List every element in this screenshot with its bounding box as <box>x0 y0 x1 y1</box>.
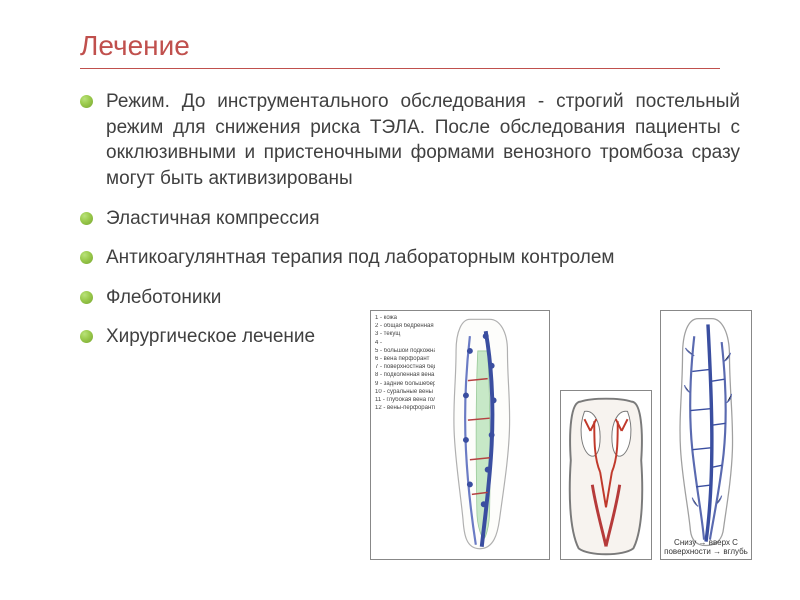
slide-title: Лечение <box>80 30 720 69</box>
figure-leg-anterior: 1 - кожа 2 - общая бедренная в. на 3 - т… <box>370 310 550 560</box>
list-item: Флеботоники <box>80 285 740 311</box>
list-item: Эластичная компрессия <box>80 206 740 232</box>
list-item: Режим. До инструментального обследования… <box>80 89 740 192</box>
figure-leg-lateral: Снизу → вверх С поверхности → вглубь <box>660 310 752 560</box>
list-item: Антикоагулянтная терапия под лабораторны… <box>80 245 740 271</box>
leg-lateral-svg <box>661 311 751 559</box>
figure-caption: Снизу → вверх С поверхности → вглубь <box>661 539 751 557</box>
figures-region: 1 - кожа 2 - общая бедренная в. на 3 - т… <box>370 310 760 570</box>
figure-legend: 1 - кожа 2 - общая бедренная в. на 3 - т… <box>375 315 435 413</box>
slide: Лечение Режим. До инструментального обсл… <box>0 0 800 600</box>
knee-svg <box>561 391 651 559</box>
figure-knee-section <box>560 390 652 560</box>
